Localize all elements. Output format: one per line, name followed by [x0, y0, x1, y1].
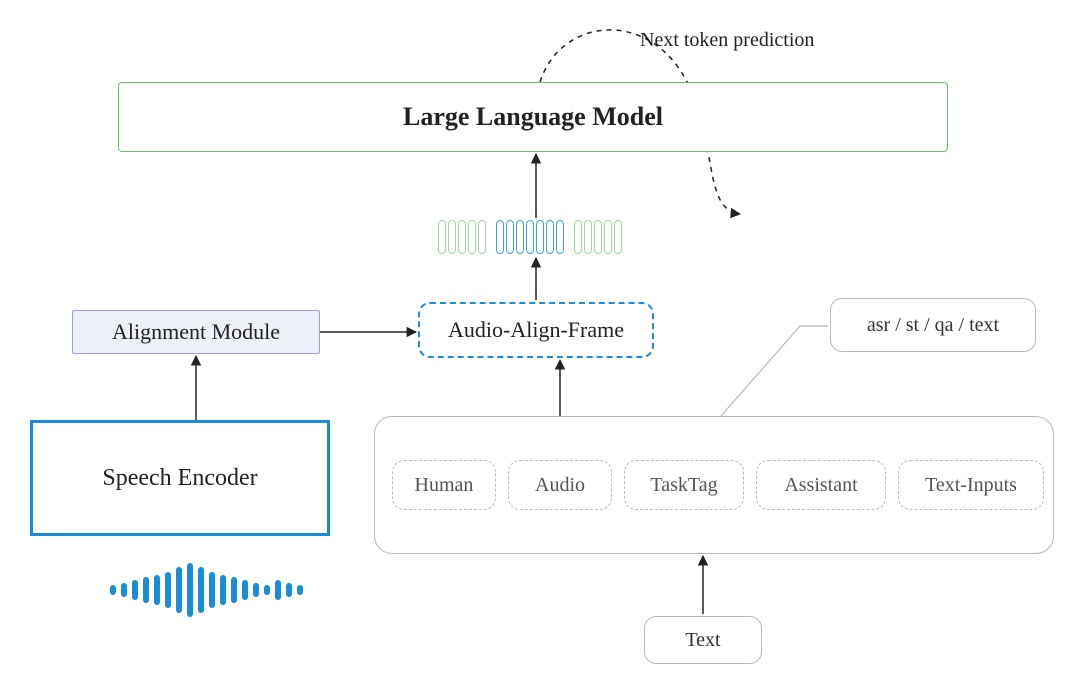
prompt-tag-human-label: Human [415, 474, 474, 497]
text-node-box: Text [644, 616, 762, 664]
token-embeddings-row [438, 220, 622, 254]
llm-box: Large Language Model [118, 82, 948, 152]
prompt-tag-tasktag: TaskTag [624, 460, 744, 510]
llm-title: Large Language Model [403, 102, 663, 132]
prompt-tag-assistant-label: Assistant [784, 474, 857, 497]
next-token-label: Next token prediction [640, 25, 900, 55]
alignment-module-label: Alignment Module [112, 319, 280, 345]
prompt-tag-assistant: Assistant [756, 460, 886, 510]
audio-align-frame-box: Audio-Align-Frame [418, 302, 654, 358]
prompt-tag-human: Human [392, 460, 496, 510]
text-node-label: Text [685, 629, 720, 652]
prompt-tag-audio-label: Audio [535, 474, 585, 497]
speech-encoder-label: Speech Encoder [102, 465, 257, 492]
token-group-audio [496, 220, 564, 254]
alignment-module-box: Alignment Module [72, 310, 320, 354]
prompt-tag-text-inputs: Text-Inputs [898, 460, 1044, 510]
token-group-left [438, 220, 486, 254]
prompt-tag-tasktag-label: TaskTag [650, 474, 717, 497]
next-token-text: Next token prediction [640, 29, 814, 52]
waveform-icon [110, 563, 303, 617]
speech-encoder-box: Speech Encoder [30, 420, 330, 536]
task-examples-box: asr / st / qa / text [830, 298, 1036, 352]
audio-align-frame-label: Audio-Align-Frame [448, 317, 624, 343]
prompt-tag-text-inputs-label: Text-Inputs [925, 474, 1017, 497]
token-group-right [574, 220, 622, 254]
task-examples-label: asr / st / qa / text [867, 314, 999, 337]
prompt-tag-audio: Audio [508, 460, 612, 510]
